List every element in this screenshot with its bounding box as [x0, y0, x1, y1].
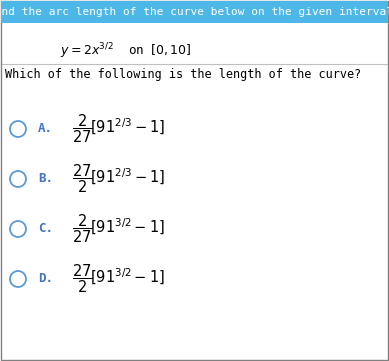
Text: $y=2x^{3/2}$  on $[0,10]$: $y=2x^{3/2}$ on $[0,10]$ [60, 41, 192, 61]
Text: B.: B. [38, 173, 53, 186]
Text: Find the arc length of the curve below on the given interval.: Find the arc length of the curve below o… [0, 7, 389, 17]
Text: $\dfrac{27}{2}\!\left[91^{2/3}-1\right]$: $\dfrac{27}{2}\!\left[91^{2/3}-1\right]$ [72, 163, 165, 195]
Text: C.: C. [38, 222, 53, 235]
Text: A.: A. [38, 122, 53, 135]
Text: D.: D. [38, 273, 53, 286]
Text: $\dfrac{2}{27}\!\left[91^{3/2}-1\right]$: $\dfrac{2}{27}\!\left[91^{3/2}-1\right]$ [72, 213, 165, 245]
Bar [1, 1, 388, 23]
Text: Which of the following is the length of the curve?: Which of the following is the length of … [5, 68, 361, 81]
Text: $\dfrac{27}{2}\!\left[91^{3/2}-1\right]$: $\dfrac{27}{2}\!\left[91^{3/2}-1\right]$ [72, 263, 165, 295]
Text: $\dfrac{2}{27}\!\left[91^{2/3}-1\right]$: $\dfrac{2}{27}\!\left[91^{2/3}-1\right]$ [72, 113, 165, 145]
